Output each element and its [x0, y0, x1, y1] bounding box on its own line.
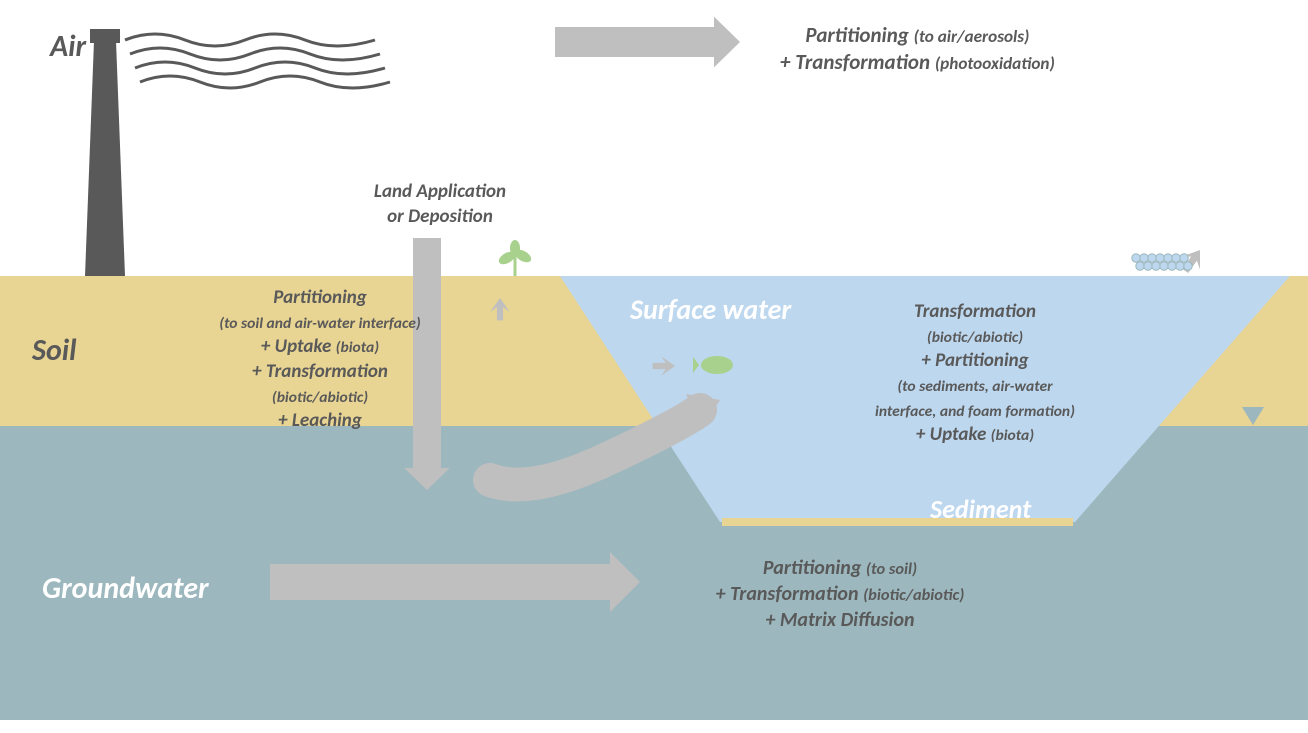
- surface-water-label: Surface water: [630, 292, 791, 327]
- land-application-label: Land Applicationor Deposition: [340, 180, 540, 229]
- soil-label: Soil: [32, 332, 77, 369]
- sediment-label: Sediment: [930, 493, 1031, 525]
- groundwater-label: Groundwater: [42, 570, 209, 607]
- fish-icon: [693, 352, 737, 378]
- soil-processes: Partitioning(to soil and air-water inter…: [170, 286, 470, 434]
- foam-icon: [1130, 250, 1200, 280]
- surface-water-processes: Transformation(biotic/abiotic)+ Partitio…: [825, 300, 1125, 448]
- air-label: Air: [50, 28, 86, 65]
- air-processes: Partitioning (to air/aerosols)+ Transfor…: [780, 22, 1055, 77]
- plant-icon: [495, 238, 535, 278]
- water-table-marker: [1238, 403, 1268, 429]
- groundwater-processes: Partitioning (to soil)+ Transformation (…: [660, 555, 1020, 633]
